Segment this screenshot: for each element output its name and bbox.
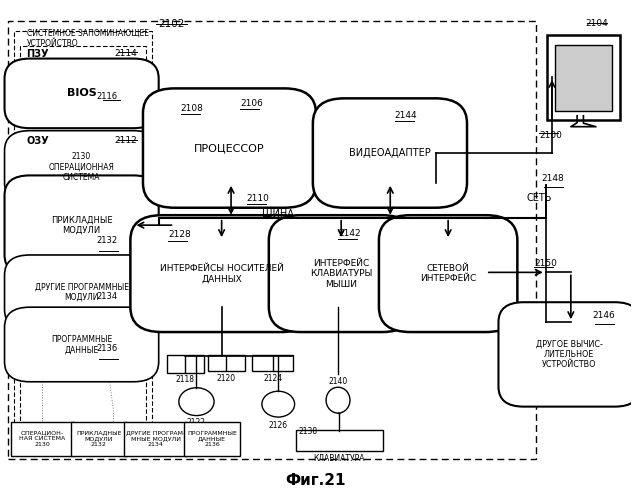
Text: 2126: 2126 [269,420,288,430]
FancyBboxPatch shape [4,130,159,203]
FancyBboxPatch shape [143,88,316,208]
Text: 2114: 2114 [114,48,137,58]
Text: 2136: 2136 [97,344,118,353]
Text: 2104: 2104 [586,19,609,28]
FancyBboxPatch shape [71,422,127,456]
Text: ВИДЕОАДАПТЕР: ВИДЕОАДАПТЕР [349,148,431,158]
Text: 2120: 2120 [216,374,236,384]
FancyBboxPatch shape [499,302,632,406]
FancyBboxPatch shape [313,98,467,208]
FancyBboxPatch shape [167,355,204,373]
FancyBboxPatch shape [555,44,612,112]
Circle shape [179,388,214,415]
Text: ДРУГИЕ ПРОГРАММНЫЕ
МОДУЛИ: ДРУГИЕ ПРОГРАММНЫЕ МОДУЛИ [35,282,129,302]
FancyBboxPatch shape [4,255,159,330]
FancyBboxPatch shape [11,422,74,456]
Text: 2124: 2124 [263,374,282,384]
Text: СЕТЬ: СЕТЬ [527,193,552,203]
FancyBboxPatch shape [208,356,245,372]
Bar [20,130,146,454]
Text: 2130
ОПЕРАЦИОННАЯ
СИСТЕМА: 2130 ОПЕРАЦИОННАЯ СИСТЕМА [49,152,114,182]
Text: ПРОГРАММНЫЕ
ДАННЫЕ: ПРОГРАММНЫЕ ДАННЫЕ [51,335,112,354]
Text: ДРУГИЕ ПРОГРАМ-
МНЫЕ МОДУЛИ
2134: ДРУГИЕ ПРОГРАМ- МНЫЕ МОДУЛИ 2134 [126,430,185,447]
Text: ПЗУ: ПЗУ [27,48,49,58]
Text: BIOS: BIOS [67,88,97,99]
FancyBboxPatch shape [547,34,620,119]
Text: 2108: 2108 [181,104,204,114]
Text: 2112: 2112 [114,136,137,144]
Text: 2132: 2132 [97,236,118,245]
FancyBboxPatch shape [4,307,159,382]
Text: ПРИКЛАДНЫЕ
МОДУЛИ: ПРИКЛАДНЫЕ МОДУЛИ [51,216,112,235]
Text: 2140: 2140 [329,377,348,386]
Text: 2146: 2146 [592,310,615,320]
Text: ДРУГОЕ ВЫЧИС-
ЛИТЕЛЬНОЕ
УСТРОЙСТВО: ДРУГОЕ ВЫЧИС- ЛИТЕЛЬНОЕ УСТРОЙСТВО [536,340,603,370]
FancyBboxPatch shape [269,215,413,332]
Text: СИСТЕМНОЕ ЗАПОМИНАЮЩЕЕ
УСТРОЙСТВО: СИСТЕМНОЕ ЗАПОМИНАЮЩЕЕ УСТРОЙСТВО [27,28,149,48]
Text: 2116: 2116 [97,92,118,102]
FancyBboxPatch shape [4,58,159,128]
Text: 2106: 2106 [241,100,264,108]
Text: ШИНА: ШИНА [262,209,294,219]
Text: Фиг.21: Фиг.21 [286,472,346,488]
Text: 2134: 2134 [97,292,118,300]
Text: ПРОЦЕССОР: ПРОЦЕССОР [194,143,265,153]
Text: 2138: 2138 [298,426,317,436]
FancyBboxPatch shape [296,430,384,451]
Text: ОПЕРАЦИОН-
НАЯ СИСТЕМА
2130: ОПЕРАЦИОН- НАЯ СИСТЕМА 2130 [19,430,66,447]
FancyBboxPatch shape [124,422,187,456]
FancyBboxPatch shape [4,176,159,275]
Text: ИНТЕРФЕЙСЫ НОСИТЕЛЕЙ
ДАННЫХ: ИНТЕРФЕЙСЫ НОСИТЕЛЕЙ ДАННЫХ [160,264,284,283]
Text: СЕТЕВОЙ
ИНТЕРФЕЙС: СЕТЕВОЙ ИНТЕРФЕЙС [420,264,477,283]
Text: КЛАВИАТУРА: КЛАВИАТУРА [313,454,365,463]
Bar [20,46,146,120]
Text: 2128: 2128 [168,230,191,239]
Text: 2148: 2148 [542,174,564,183]
Text: 2100: 2100 [539,130,562,140]
Text: 2118: 2118 [176,376,195,384]
Text: ИНТЕРФЕЙС
КЛАВИАТУРЫ
МЫШИ: ИНТЕРФЕЙС КЛАВИАТУРЫ МЫШИ [310,258,372,288]
Text: 2142: 2142 [338,228,361,237]
Text: 2144: 2144 [394,110,417,120]
Text: 2122: 2122 [187,418,206,427]
Ellipse shape [326,387,350,413]
Text: ПРОГРАММНЫЕ
ДАННЫЕ
2136: ПРОГРАММНЫЕ ДАННЫЕ 2136 [187,430,237,447]
FancyBboxPatch shape [252,356,293,372]
Text: 2110: 2110 [246,194,270,203]
Bar [8,22,536,459]
Text: 2102: 2102 [158,19,185,29]
Circle shape [262,391,295,417]
Bar [14,31,152,454]
Text: ОЗУ: ОЗУ [27,136,49,145]
FancyBboxPatch shape [379,215,518,332]
Text: ПРИКЛАДНЫЕ
МОДУЛИ
2132: ПРИКЛАДНЫЕ МОДУЛИ 2132 [76,430,122,447]
FancyBboxPatch shape [184,422,241,456]
FancyBboxPatch shape [130,215,313,332]
Text: 2150: 2150 [534,260,557,268]
